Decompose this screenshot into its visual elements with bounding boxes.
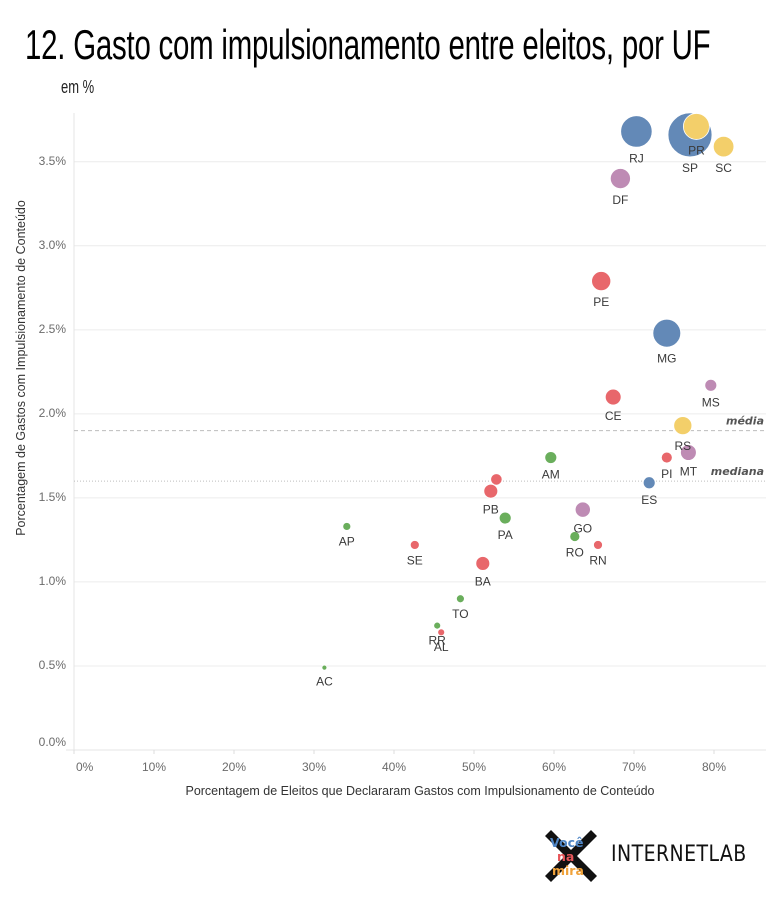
y-tick-label: 3.0%	[39, 238, 67, 252]
point-label-pe: PE	[593, 295, 609, 309]
x-mark-icon	[545, 830, 597, 882]
data-point-ce	[604, 388, 622, 406]
x-tick-label: 0%	[76, 760, 94, 774]
x-tick-label: 50%	[462, 760, 486, 774]
point-label-ms: MS	[702, 395, 720, 409]
point-label-ac: AC	[316, 674, 333, 688]
data-point-rj	[620, 115, 653, 148]
chart-title: 12. Gasto com impulsionamento entre elei…	[25, 21, 711, 68]
data-point-to	[456, 594, 465, 604]
mean-label: média	[726, 415, 764, 428]
point-labels: SP RJ MG PR SC DF PE RS CE MT GO PB BA PA AM MS ES PI RO RN…	[316, 144, 732, 689]
y-tick-label: 1.5%	[39, 490, 67, 504]
x-tick-label: 60%	[542, 760, 566, 774]
point-label-mg: MG	[657, 351, 676, 365]
data-point	[490, 473, 503, 486]
y-tick-label: 0.0%	[39, 735, 67, 749]
data-point-ms	[704, 378, 718, 392]
data-point-sc	[712, 135, 735, 158]
data-points	[321, 112, 735, 671]
point-label-ro: RO	[566, 546, 584, 560]
point-label-pi: PI	[661, 467, 672, 481]
y-tick-label: 0.5%	[39, 658, 67, 672]
y-axis-title: Porcentagem de Gastos com Impulsionament…	[14, 200, 28, 536]
point-label-mt: MT	[680, 465, 698, 479]
data-point-pi	[660, 451, 673, 464]
data-point-rs	[673, 416, 693, 436]
data-point-pb	[483, 483, 499, 499]
data-point-ro	[569, 531, 581, 542]
data-point-mt	[680, 444, 697, 461]
internetlab-logo: INTERNETLAB	[611, 842, 747, 867]
data-point-go	[574, 501, 591, 518]
voce-na-mira-logo	[545, 830, 597, 882]
data-point-pe	[591, 271, 612, 292]
point-label-se: SE	[407, 554, 423, 568]
x-tick-label: 10%	[142, 760, 166, 774]
x-tick-label: 80%	[702, 760, 726, 774]
data-point-ac	[321, 664, 328, 671]
data-point-ap	[342, 522, 352, 531]
x-tick-label: 30%	[302, 760, 326, 774]
point-label-pb: PB	[483, 502, 499, 516]
axes: 0.0% 0.5% 1.0% 1.5% 2.0% 2.5% 3.0% 3.5% 0% 10% 20%…	[39, 113, 766, 774]
point-label-to: TO	[452, 607, 468, 621]
y-tick-label: 2.0%	[39, 406, 67, 420]
median-label: mediana	[711, 465, 764, 478]
point-label-rs: RS	[674, 439, 691, 453]
data-point-es	[642, 476, 656, 490]
x-tick-label: 70%	[622, 760, 646, 774]
data-point-al	[437, 628, 446, 637]
logo-word-voce: Você	[550, 835, 584, 850]
chart-subtitle: em %	[61, 77, 95, 97]
point-label-pr: PR	[688, 144, 705, 158]
data-point-se	[409, 540, 420, 550]
point-label-df: DF	[612, 193, 628, 207]
y-tick-label: 1.0%	[39, 574, 67, 588]
data-point-rr	[433, 621, 442, 630]
x-tick-label: 40%	[382, 760, 406, 774]
point-label-rr: RR	[429, 633, 447, 647]
point-label-ba: BA	[475, 575, 491, 589]
point-label-pa: PA	[498, 528, 513, 542]
point-label-es: ES	[641, 493, 657, 507]
point-label-rn: RN	[589, 554, 606, 568]
point-label-sc: SC	[715, 161, 732, 175]
y-tick-label: 2.5%	[39, 322, 67, 336]
point-label-sp: SP	[682, 161, 698, 175]
point-label-am: AM	[542, 468, 560, 482]
point-label-go: GO	[573, 521, 592, 535]
x-axis-title: Porcentagem de Eleitos que Declararam Ga…	[185, 784, 654, 798]
x-tick-label: 20%	[222, 760, 246, 774]
data-point-pr	[682, 113, 710, 140]
point-label-ce: CE	[605, 409, 622, 423]
data-point-pa	[498, 511, 512, 525]
y-tick-label: 3.5%	[39, 154, 67, 168]
point-label-al: AL	[434, 640, 449, 654]
data-point-am	[544, 451, 558, 464]
point-label-rj: RJ	[629, 151, 644, 165]
logo-word-mira: mira	[552, 863, 584, 878]
data-point-ba	[475, 556, 491, 571]
data-point-mg	[652, 318, 682, 348]
logo-word-na: na	[557, 849, 575, 864]
data-point-rn	[593, 540, 603, 550]
data-point-df	[609, 168, 631, 190]
point-label-ap: AP	[339, 535, 355, 549]
